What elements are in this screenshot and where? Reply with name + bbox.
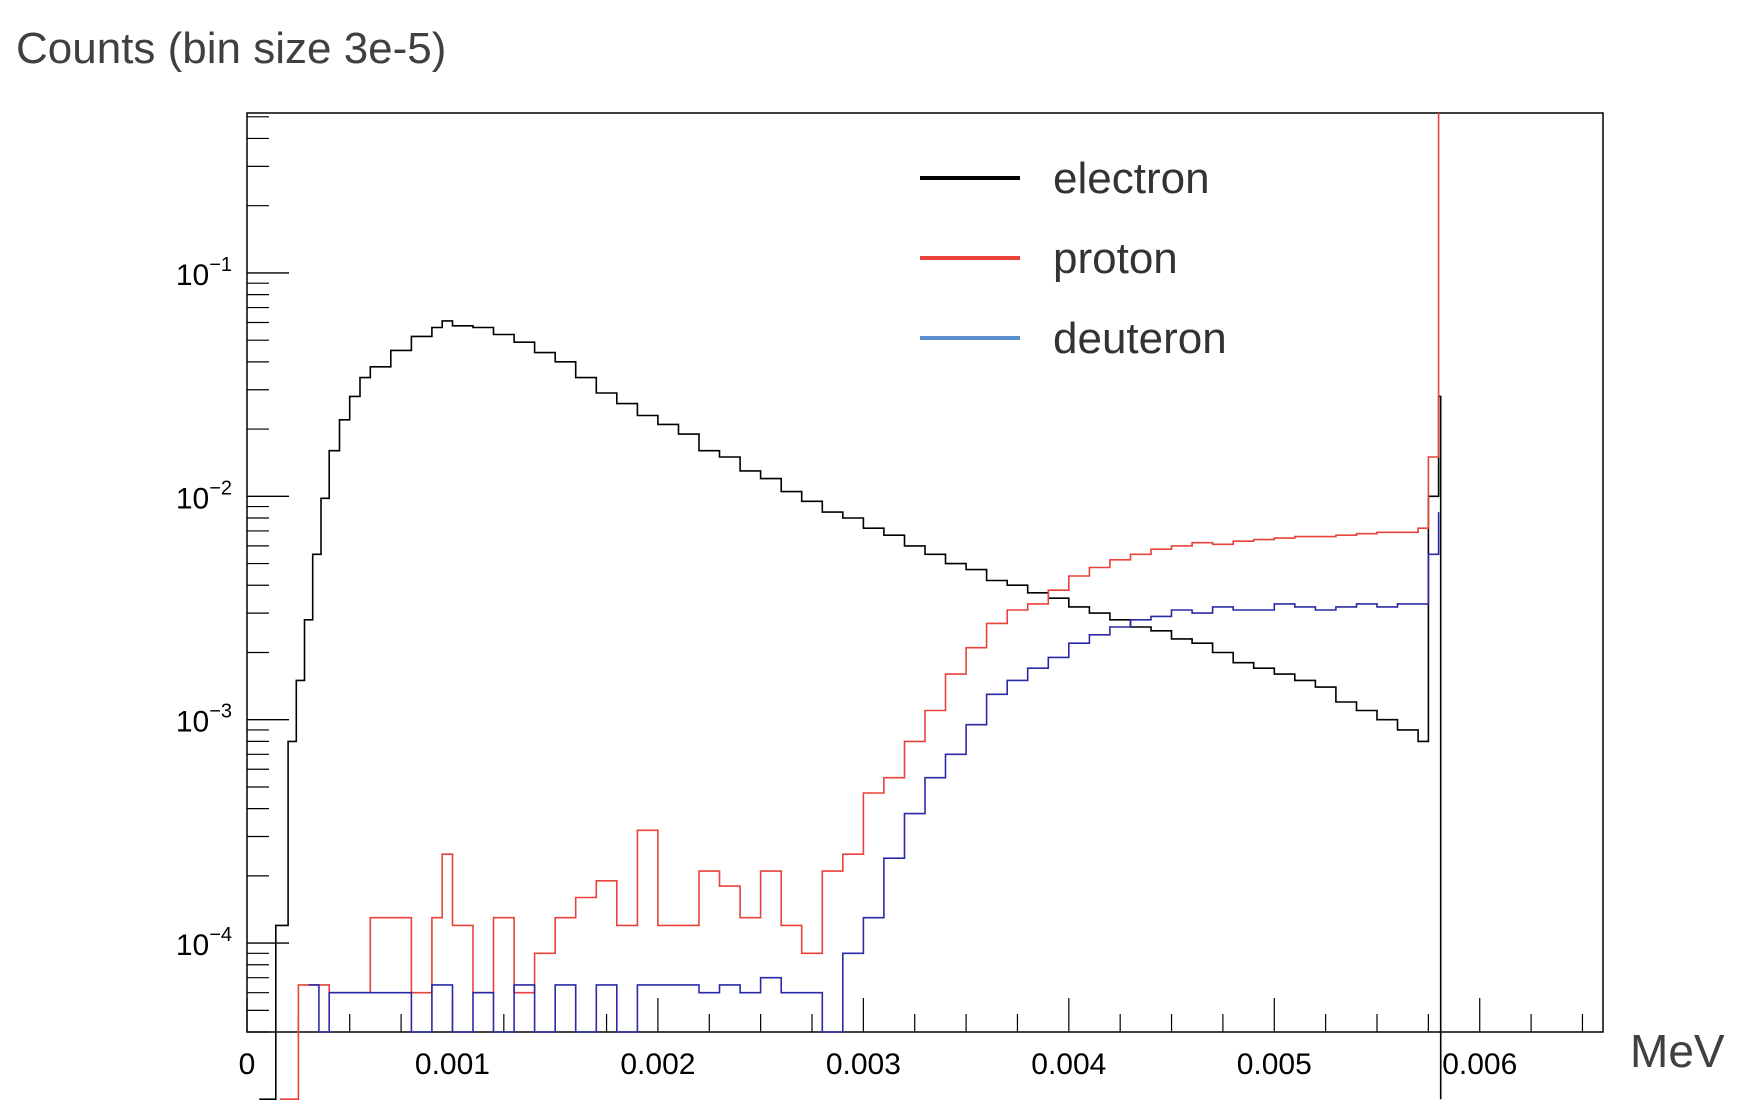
deuteron-legend-label: deuteron	[1053, 314, 1227, 363]
electron-legend-label: electron	[1053, 154, 1210, 203]
deuteron-series-line	[308, 512, 1440, 1033]
y-tick-label: 10−2	[176, 477, 232, 515]
x-tick-label: 0	[239, 1048, 256, 1081]
x-tick-label: 0.001	[415, 1048, 490, 1081]
x-tick-label: 0.003	[826, 1048, 901, 1081]
y-tick-label: 10−3	[176, 701, 232, 739]
electron-series-line	[259, 320, 1442, 1100]
x-axis-label: MeV	[1630, 1025, 1725, 1077]
chart-title: Counts (bin size 3e-5)	[16, 24, 447, 73]
proton-series-line	[279, 113, 1440, 1100]
x-tick-label: 0.004	[1031, 1048, 1106, 1081]
y-tick-label: 10−1	[176, 254, 232, 292]
y-tick-label: 10−4	[176, 924, 232, 962]
plot-frame	[246, 112, 1604, 1033]
proton-legend-label: proton	[1053, 234, 1178, 283]
x-tick-label: 0.002	[620, 1048, 695, 1081]
x-tick-label: 0.006	[1442, 1048, 1517, 1081]
x-tick-label: 0.005	[1237, 1048, 1312, 1081]
